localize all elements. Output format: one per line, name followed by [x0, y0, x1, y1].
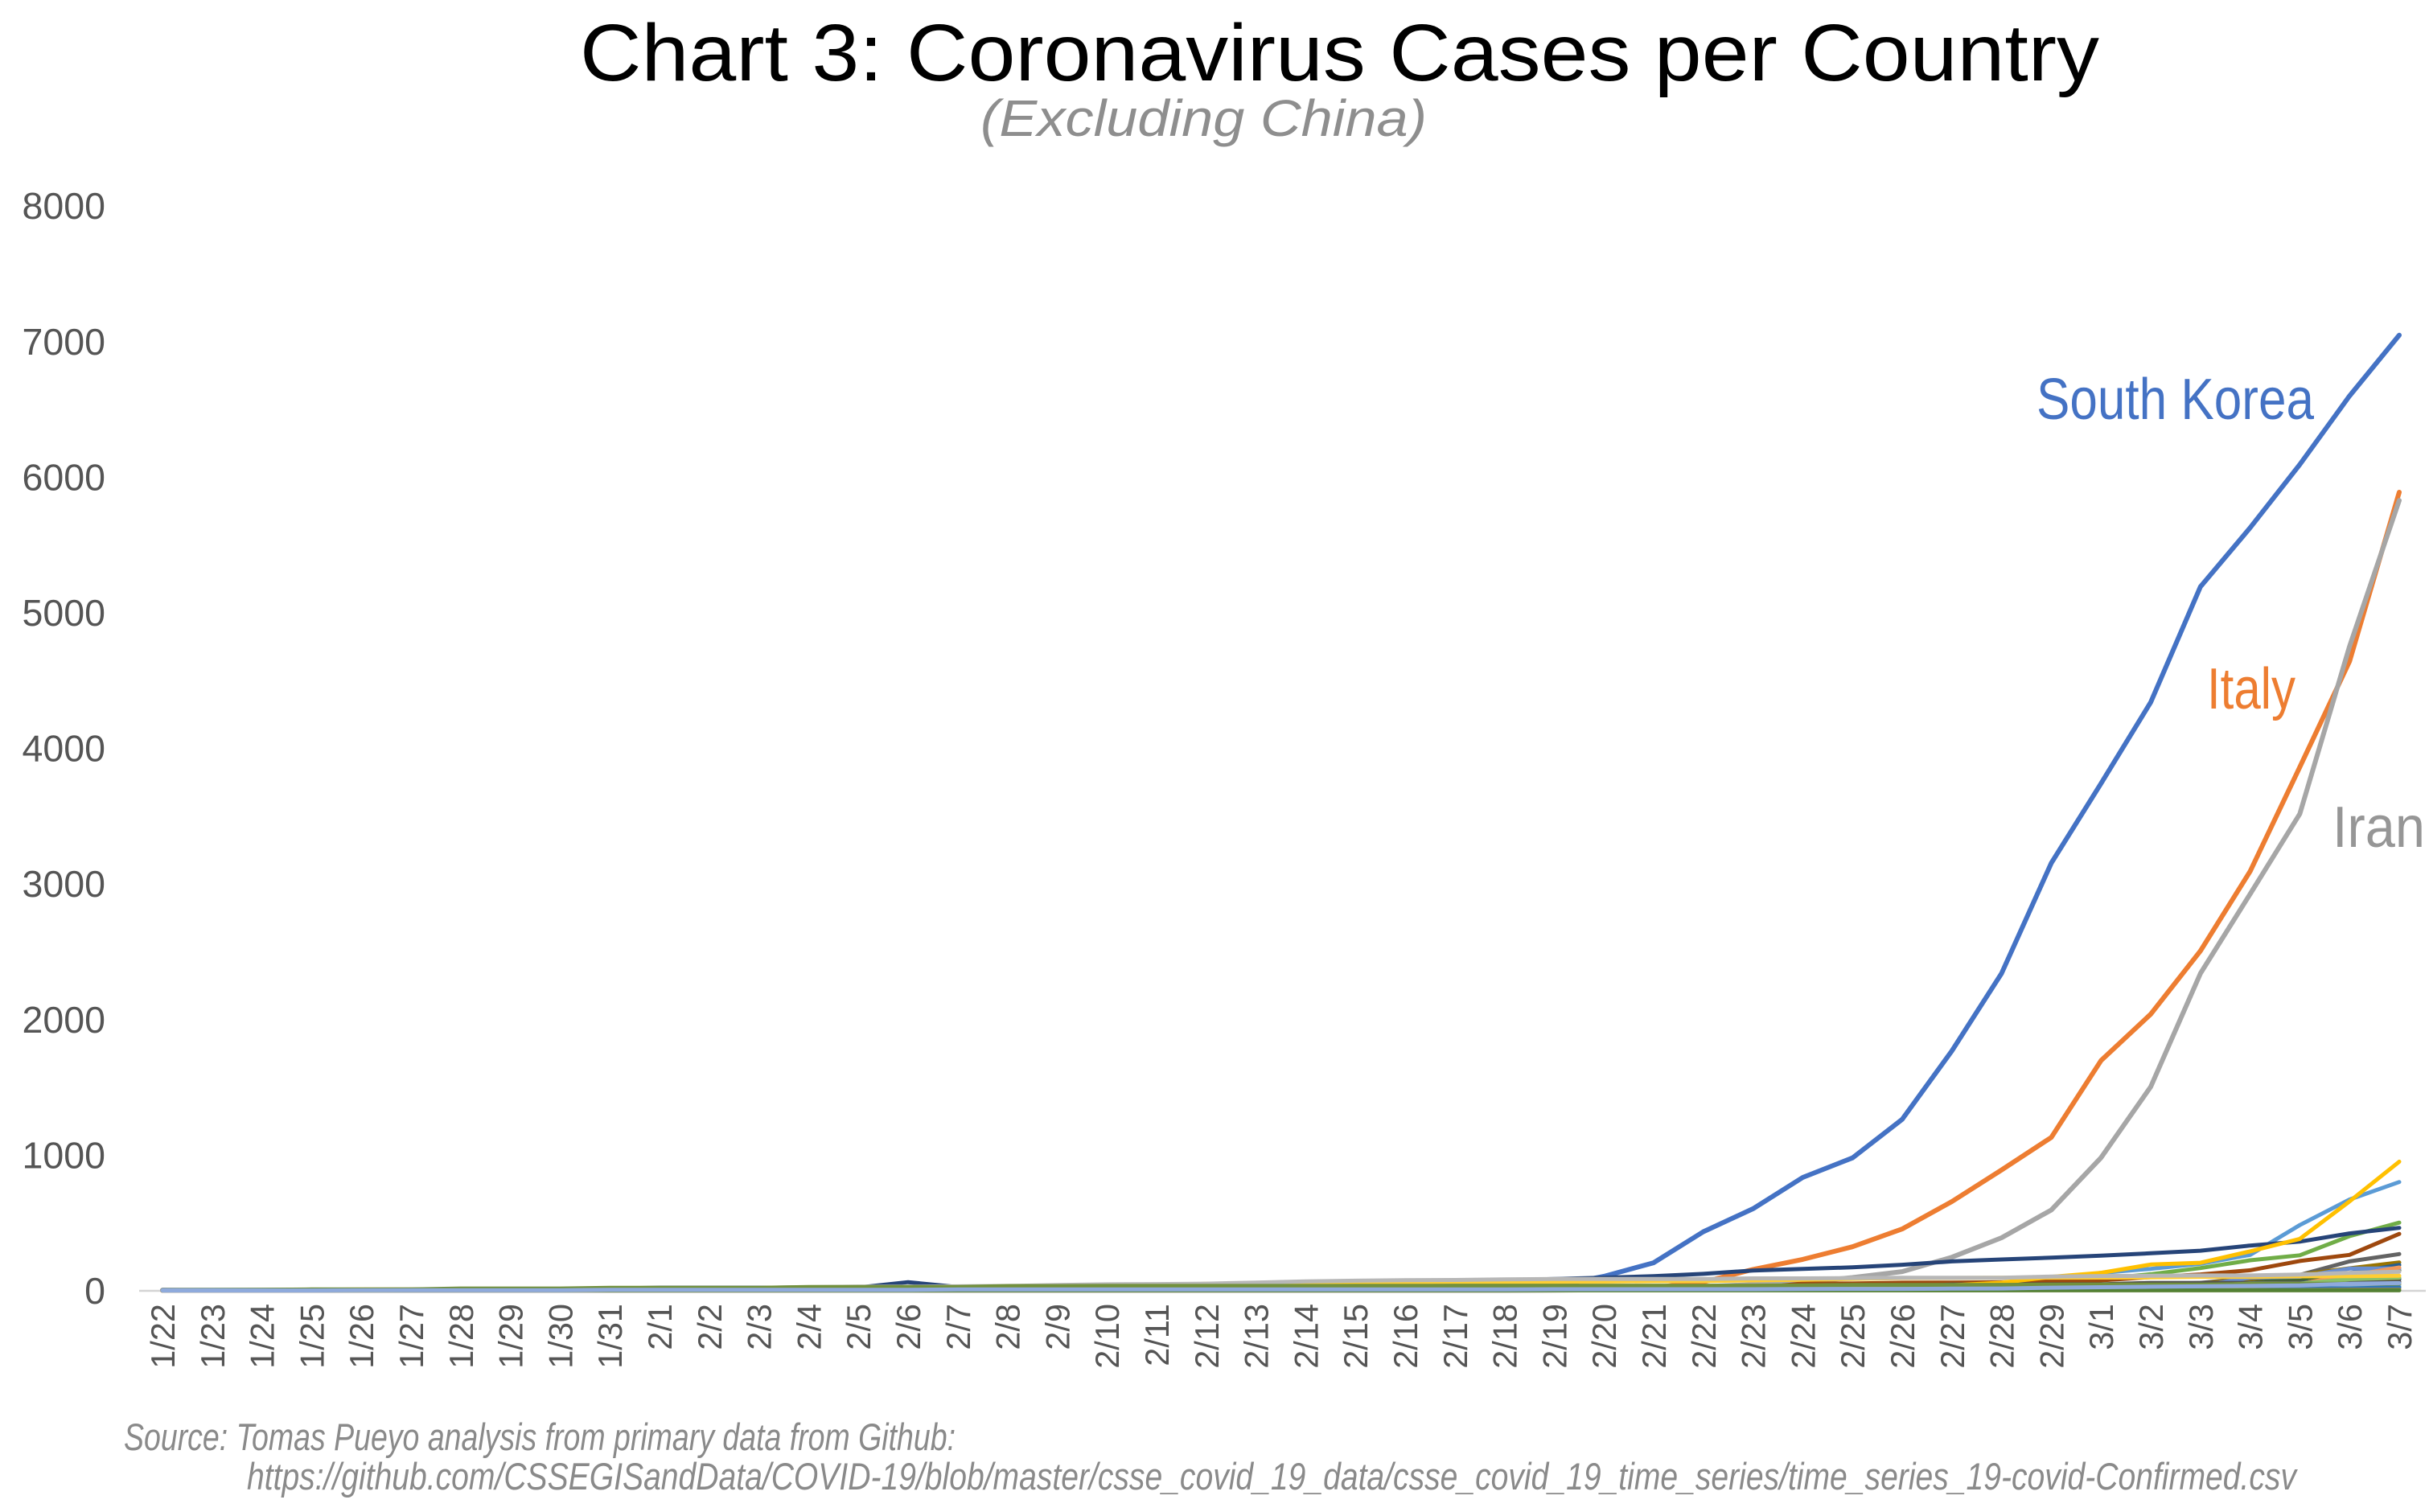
svg-text:2/29: 2/29 — [2032, 1304, 2070, 1369]
svg-text:2/18: 2/18 — [1486, 1304, 1524, 1369]
svg-text:3/2: 3/2 — [2132, 1304, 2170, 1350]
svg-text:0: 0 — [84, 1270, 105, 1312]
svg-text:2/7: 2/7 — [939, 1304, 977, 1350]
svg-text:7000: 7000 — [23, 321, 105, 363]
svg-text:2/20: 2/20 — [1585, 1304, 1623, 1369]
svg-text:3/5: 3/5 — [2281, 1304, 2319, 1350]
svg-text:1/23: 1/23 — [194, 1304, 232, 1369]
svg-text:2/23: 2/23 — [1735, 1304, 1773, 1369]
svg-text:8000: 8000 — [23, 185, 105, 227]
svg-text:2/2: 2/2 — [691, 1304, 729, 1350]
svg-text:2000: 2000 — [23, 999, 105, 1041]
svg-text:2/25: 2/25 — [1834, 1304, 1872, 1369]
svg-text:2/4: 2/4 — [790, 1304, 828, 1350]
svg-text:Chart 3: Coronavirus Cases per: Chart 3: Coronavirus Cases per Country — [580, 8, 2099, 98]
svg-text:3/4: 3/4 — [2232, 1304, 2270, 1350]
svg-text:2/24: 2/24 — [1784, 1304, 1822, 1369]
svg-text:1/28: 1/28 — [442, 1304, 480, 1369]
svg-text:2/5: 2/5 — [840, 1304, 877, 1350]
svg-text:1/31: 1/31 — [591, 1304, 629, 1369]
svg-text:1/22: 1/22 — [144, 1304, 182, 1369]
svg-text:1/30: 1/30 — [541, 1304, 579, 1369]
svg-text:2/19: 2/19 — [1535, 1304, 1573, 1369]
svg-text:1000: 1000 — [23, 1134, 105, 1176]
svg-text:2/21: 2/21 — [1635, 1304, 1673, 1369]
svg-text:Iran: Iran — [2332, 795, 2425, 860]
svg-text:2/26: 2/26 — [1884, 1304, 1921, 1369]
svg-text:2/1: 2/1 — [641, 1304, 679, 1350]
svg-text:1/29: 1/29 — [492, 1304, 530, 1369]
svg-text:https://github.com/CSSEGISandD: https://github.com/CSSEGISandData/COVID-… — [247, 1455, 2298, 1498]
svg-text:3000: 3000 — [23, 863, 105, 905]
svg-text:3/1: 3/1 — [2082, 1304, 2120, 1350]
svg-text:2/3: 2/3 — [741, 1304, 779, 1350]
svg-text:6000: 6000 — [23, 456, 105, 498]
svg-text:2/15: 2/15 — [1337, 1304, 1375, 1369]
svg-text:1/26: 1/26 — [343, 1304, 380, 1369]
svg-text:2/28: 2/28 — [1983, 1304, 2021, 1369]
svg-text:2/12: 2/12 — [1188, 1304, 1226, 1369]
svg-text:1/25: 1/25 — [293, 1304, 331, 1369]
svg-text:2/14: 2/14 — [1287, 1304, 1325, 1369]
svg-text:2/10: 2/10 — [1088, 1304, 1126, 1369]
svg-text:4000: 4000 — [23, 728, 105, 770]
svg-text:Source: Tomas Pueyo analysis f: Source: Tomas Pueyo analysis from primar… — [124, 1415, 956, 1458]
svg-text:2/6: 2/6 — [890, 1304, 927, 1350]
svg-text:1/24: 1/24 — [244, 1304, 282, 1369]
svg-text:3/7: 3/7 — [2381, 1304, 2419, 1350]
svg-text:2/9: 2/9 — [1038, 1304, 1076, 1350]
svg-text:2/22: 2/22 — [1685, 1304, 1723, 1369]
svg-text:(Excluding China): (Excluding China) — [980, 89, 1427, 147]
svg-text:2/13: 2/13 — [1238, 1304, 1276, 1369]
svg-text:2/16: 2/16 — [1387, 1304, 1424, 1369]
svg-text:2/11: 2/11 — [1138, 1304, 1176, 1366]
svg-text:3/6: 3/6 — [2331, 1304, 2369, 1350]
svg-text:1/27: 1/27 — [393, 1304, 430, 1369]
svg-text:5000: 5000 — [23, 592, 105, 634]
svg-text:South Korea: South Korea — [2036, 368, 2315, 432]
svg-text:2/8: 2/8 — [989, 1304, 1027, 1350]
svg-text:Italy: Italy — [2207, 657, 2295, 721]
svg-text:2/17: 2/17 — [1436, 1304, 1474, 1369]
svg-text:2/27: 2/27 — [1934, 1304, 1971, 1369]
svg-text:3/3: 3/3 — [2182, 1304, 2220, 1350]
